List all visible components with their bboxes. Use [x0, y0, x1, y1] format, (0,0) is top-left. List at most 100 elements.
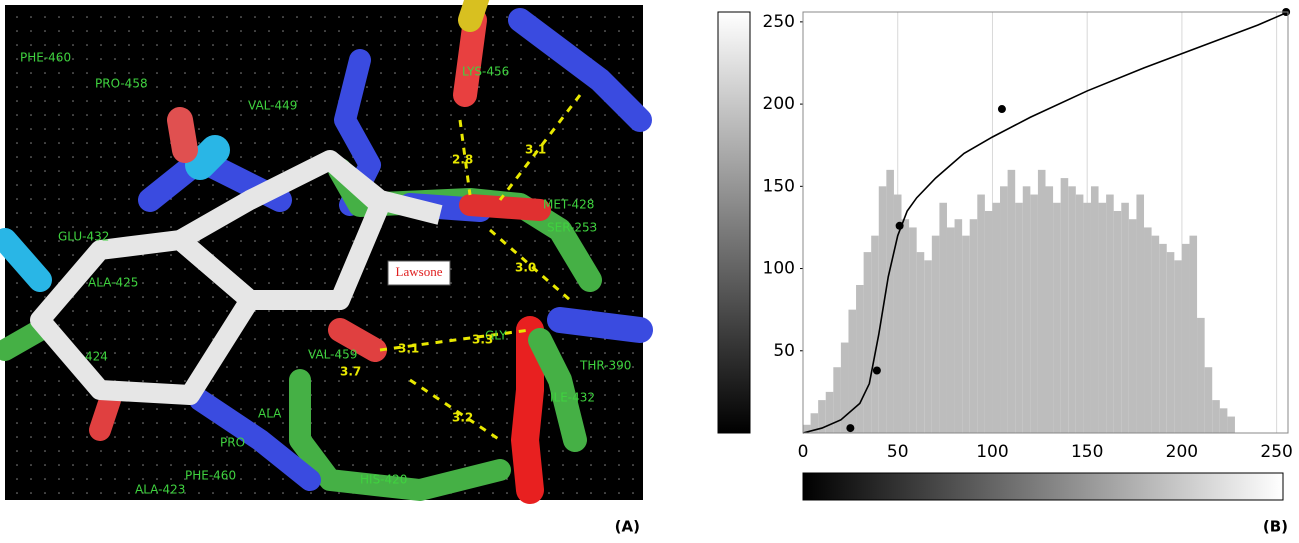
sticks — [0, 0, 653, 504]
distance-label: 3.2 — [452, 411, 473, 425]
y-tick-label: 50 — [773, 341, 795, 361]
bar — [962, 235, 970, 433]
x-tick-label: 150 — [1071, 442, 1103, 462]
bar — [886, 169, 894, 433]
bar — [1159, 243, 1167, 433]
bar — [1106, 194, 1114, 433]
residue-label: THR-390 — [579, 359, 631, 373]
distance-label: 3.7 — [340, 365, 361, 379]
residue-label: ILE-432 — [550, 391, 595, 405]
residue-label: PHE-460 — [20, 51, 71, 65]
bar — [1015, 202, 1023, 433]
bar — [1128, 219, 1137, 433]
molecule-panel: Lawsone — [0, 0, 653, 504]
bar — [1204, 367, 1213, 433]
gray-scale-horizontal — [802, 472, 1284, 501]
distance-label: 3.0 — [515, 261, 536, 275]
residue-label: VAL-459 — [308, 348, 357, 362]
bar — [1090, 186, 1099, 433]
bar — [848, 309, 857, 433]
bar — [1227, 416, 1235, 433]
bar — [1037, 169, 1046, 433]
bar — [1113, 210, 1122, 433]
y-tick-label: 100 — [763, 259, 795, 279]
y-tick-label: 250 — [763, 12, 795, 32]
bar — [916, 252, 925, 433]
bar — [1219, 408, 1228, 433]
bar — [1007, 169, 1016, 433]
bar — [833, 367, 841, 433]
bar — [954, 219, 963, 433]
x-tick-label: 250 — [1260, 442, 1292, 462]
residue-label: 424 — [85, 350, 108, 364]
distance-label: 3.1 — [398, 342, 419, 356]
bar — [1151, 235, 1160, 433]
bar — [1136, 194, 1145, 433]
bar — [1212, 400, 1220, 433]
bar — [1144, 227, 1152, 433]
bar — [977, 194, 985, 433]
control-point — [872, 366, 881, 375]
distance-label: 2.8 — [452, 153, 473, 167]
residue-label: LYS-456 — [462, 65, 509, 79]
residue-label: SER-253 — [547, 221, 597, 235]
bar — [1060, 178, 1069, 433]
bar — [1189, 235, 1198, 433]
annotation: Lawsone — [396, 264, 443, 279]
control-point — [895, 221, 904, 230]
residue-label: PRO — [220, 436, 245, 450]
bar — [1166, 252, 1175, 433]
bar — [863, 252, 872, 433]
bar — [909, 227, 917, 433]
bar — [1000, 186, 1008, 433]
x-tick-label: 50 — [887, 442, 909, 462]
gray-scale-vertical — [717, 11, 751, 434]
distance-label: 3.3 — [472, 333, 493, 347]
bar — [871, 235, 879, 433]
bar — [969, 219, 978, 433]
bar — [1174, 260, 1182, 433]
bar — [818, 400, 826, 433]
bar — [1181, 243, 1190, 433]
bar — [1121, 202, 1129, 433]
x-tick-label: 0 — [798, 442, 809, 462]
x-tick-label: 200 — [1166, 442, 1198, 462]
bar — [856, 284, 864, 433]
bar — [1098, 202, 1107, 433]
bar — [1022, 186, 1031, 433]
bar — [825, 391, 834, 433]
bar — [893, 194, 902, 433]
bar — [1068, 186, 1076, 433]
residue-label: PRO-458 — [95, 77, 148, 91]
bar — [840, 342, 849, 433]
residue-label: VAL-449 — [248, 99, 297, 113]
residue-label: ALA — [258, 407, 282, 421]
bar — [1197, 317, 1205, 433]
bar — [1053, 202, 1061, 433]
bar — [901, 219, 910, 433]
bar — [924, 260, 932, 433]
residue-label: ALA-425 — [88, 276, 138, 290]
control-point — [997, 105, 1006, 114]
bar — [803, 424, 811, 433]
residue-label: GLY — [485, 329, 507, 343]
residue-label: PHE-460 — [185, 469, 236, 483]
bar — [1083, 202, 1091, 433]
residue-label: HIS-420 — [360, 473, 407, 487]
curve — [802, 11, 1289, 434]
control-point — [846, 424, 855, 433]
hbonds — [379, 94, 582, 442]
bar — [1030, 194, 1038, 433]
y-tick-label: 150 — [763, 176, 795, 196]
bar — [992, 202, 1001, 433]
y-tick-label: 200 — [763, 94, 795, 114]
bar — [1075, 194, 1084, 433]
residue-label: MET-428 — [543, 198, 594, 212]
plot-frame — [802, 11, 1289, 434]
bar — [984, 210, 993, 433]
bar — [931, 235, 940, 433]
bar — [1045, 186, 1054, 433]
distance-label: 3.1 — [525, 143, 546, 157]
annotation-box — [387, 260, 451, 286]
